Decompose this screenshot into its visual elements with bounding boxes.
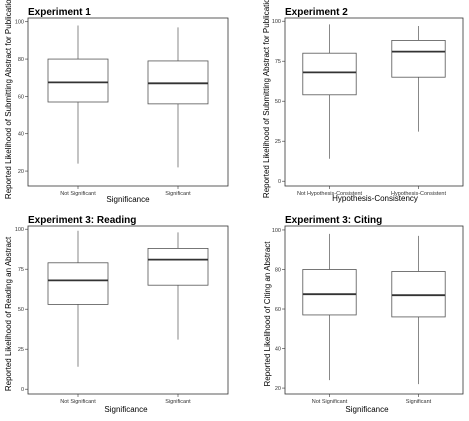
y-tick-label: 80 — [18, 57, 24, 63]
x-tick-label: Not Hypothesis-Consistent — [297, 191, 363, 197]
chart-title: Experiment 3: Reading — [28, 215, 136, 226]
chart-svg-3: Experiment 3: Reading Reported Likelihoo… — [4, 215, 229, 414]
y-tick-label: 100 — [272, 228, 281, 234]
y-tick-label: 25 — [18, 347, 24, 353]
y-tick-label: 100 — [15, 227, 24, 233]
chart-panel-4: Experiment 3: Citing Reported Likelihood… — [237, 212, 467, 418]
chart-panel-3: Experiment 3: Reading Reported Likelihoo… — [2, 212, 232, 418]
box-iqr — [47, 262, 109, 305]
box-iqr — [302, 52, 357, 96]
x-tick-label: Significant — [165, 191, 191, 197]
plot-frame — [27, 17, 229, 187]
y-tick-label: 0 — [21, 387, 24, 393]
x-axis-label: Significance — [106, 195, 150, 204]
y-tick-label: 75 — [18, 267, 24, 273]
y-tick-label: 40 — [18, 132, 24, 138]
plot-frame — [27, 225, 229, 395]
plot-area: 0 25 50 75 100 Not Hypothesis-Consistent Hypot… — [272, 17, 464, 197]
box-iqr — [391, 271, 446, 318]
x-axis-label: Significance — [345, 405, 389, 414]
x-axis-label: Hypothesis-Consistency — [332, 194, 418, 203]
y-tick-label: 0 — [278, 179, 281, 185]
y-tick-label: 20 — [18, 169, 24, 175]
chart-svg-4: Experiment 3: Citing Reported Likelihood… — [263, 215, 464, 414]
chart-title: Experiment 3: Citing — [285, 215, 382, 226]
y-tick-label: 60 — [275, 307, 281, 313]
y-axis-label: Reported Likelihood of Reading an Abstra… — [4, 236, 13, 391]
y-tick-label: 50 — [275, 99, 281, 105]
y-tick-label: 40 — [275, 347, 281, 353]
y-tick-label: 60 — [18, 94, 24, 100]
chart-panel-2: Experiment 2 Reported Likelihood of Subm… — [237, 0, 467, 208]
chart-panel-1: Experiment 1 Reported Likelihood of Subm… — [2, 0, 232, 208]
y-axis-label: Reported Likelihood of Submitting Abstra… — [4, 0, 13, 199]
y-axis-label: Reported Likelihood of Citing an Abstrac… — [263, 241, 272, 387]
y-axis-label: Reported Likelihood of Submitting Abstra… — [262, 0, 271, 198]
y-tick-label: 80 — [275, 267, 281, 273]
x-tick-label: Significant — [406, 399, 432, 405]
y-tick-label: 75 — [275, 59, 281, 65]
plot-area: 20 40 60 80 100 Not Significant Significant — [15, 17, 229, 197]
plot-area: 20 40 60 80 100 Not Significant Significant — [272, 225, 464, 405]
y-tick-label: 100 — [15, 20, 24, 26]
x-tick-label: Hypothesis-Consistent — [391, 191, 446, 197]
box-iqr — [147, 60, 209, 105]
box-iqr — [391, 40, 446, 78]
x-tick-label: Significant — [165, 399, 191, 405]
x-tick-label: Not Significant — [60, 399, 96, 405]
x-axis-label: Significance — [104, 405, 148, 414]
chart-svg-1: Experiment 1 Reported Likelihood of Subm… — [4, 0, 229, 204]
plot-frame — [284, 225, 464, 395]
y-tick-label: 100 — [272, 19, 281, 25]
box-iqr — [47, 58, 109, 103]
plot-area: 0 25 50 75 100 Not Significant Significant — [15, 225, 229, 405]
box-iqr — [302, 269, 357, 316]
chart-title: Experiment 2 — [285, 7, 348, 18]
chart-svg-2: Experiment 2 Reported Likelihood of Subm… — [262, 0, 464, 203]
box-iqr — [147, 248, 209, 286]
plot-frame — [284, 17, 464, 187]
chart-title: Experiment 1 — [28, 7, 91, 18]
x-tick-label: Not Significant — [60, 191, 96, 197]
x-tick-label: Not Significant — [312, 399, 348, 405]
y-tick-label: 20 — [275, 386, 281, 392]
y-tick-label: 25 — [275, 139, 281, 145]
y-tick-label: 50 — [18, 307, 24, 313]
